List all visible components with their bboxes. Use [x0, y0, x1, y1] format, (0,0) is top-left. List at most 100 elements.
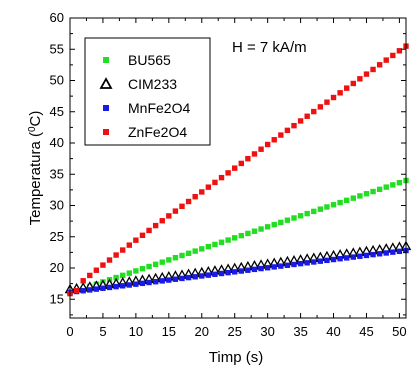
data-point: [185, 274, 192, 281]
data-point: [376, 251, 383, 257]
data-point: [120, 283, 126, 289]
data-point: [304, 260, 310, 266]
data-point: [390, 182, 396, 188]
data-point: [317, 104, 324, 110]
data-point: [284, 217, 291, 223]
data-point: [218, 239, 225, 245]
data-point: [133, 237, 139, 243]
legend-marker: [103, 105, 109, 111]
data-point: [93, 286, 100, 292]
data-point: [185, 198, 192, 205]
data-point: [264, 265, 271, 271]
legend-entry-MnFe2O4: MnFe2O4: [103, 100, 190, 116]
x-tick-label: 40: [326, 324, 340, 339]
data-point: [139, 232, 146, 239]
data-point: [251, 151, 258, 157]
data-point: [238, 232, 244, 239]
data-point: [139, 280, 146, 287]
legend-entry-CIM233: CIM233: [99, 76, 177, 92]
data-point: [80, 278, 86, 284]
data-point: [317, 258, 324, 264]
y-tick-label: 60: [50, 10, 64, 25]
x-tick-label: 25: [227, 324, 241, 339]
data-point: [212, 241, 218, 248]
x-tick-label: 15: [162, 324, 176, 339]
data-point: [258, 146, 264, 152]
data-point: [350, 254, 356, 260]
data-point: [100, 262, 106, 268]
data-point: [199, 273, 205, 279]
data-point: [284, 262, 291, 268]
data-point: [337, 256, 343, 262]
data-point: [396, 180, 403, 186]
data-point: [225, 170, 231, 176]
field-annotation: H = 7 kA/m: [232, 39, 307, 56]
data-point: [264, 224, 271, 230]
data-point: [212, 179, 218, 186]
data-point: [396, 248, 403, 255]
data-point: [304, 113, 310, 119]
data-point: [120, 247, 126, 253]
data-point: [251, 266, 258, 273]
data-point: [271, 221, 277, 228]
data-point: [344, 85, 350, 91]
data-point: [238, 160, 244, 167]
data-point: [317, 206, 324, 212]
y-tick-label: 20: [50, 260, 64, 275]
data-point: [370, 188, 376, 195]
data-point: [166, 277, 172, 283]
y-tick-label: 45: [50, 104, 64, 119]
legend-marker: [103, 129, 109, 135]
data-point: [159, 278, 165, 284]
data-point: [304, 210, 310, 217]
data-point: [146, 263, 152, 270]
data-point: [390, 249, 396, 255]
data-point: [179, 203, 185, 209]
data-point: [199, 246, 205, 252]
data-point: [357, 253, 363, 259]
data-point: [152, 279, 159, 285]
data-point: [146, 227, 152, 234]
y-tick-label: 55: [50, 41, 64, 56]
data-point: [238, 268, 244, 274]
data-point: [199, 189, 205, 195]
data-point: [218, 174, 225, 181]
data-point: [172, 255, 179, 261]
data-point: [139, 266, 146, 272]
data-point: [80, 288, 86, 294]
y-axis-label: Temperatura (0C): [27, 111, 45, 226]
x-tick-label: 30: [260, 324, 274, 339]
legend-label: ZnFe2O4: [128, 124, 187, 140]
legend-marker: [103, 57, 109, 63]
data-point: [337, 199, 343, 206]
data-point: [212, 271, 218, 278]
y-tick-label: 25: [50, 229, 64, 244]
data-point: [133, 268, 139, 274]
x-axis-label: Timp (s): [209, 349, 263, 366]
data-point: [258, 226, 264, 232]
data-point: [376, 186, 383, 193]
data-point: [159, 218, 165, 224]
data-point: [337, 90, 343, 96]
data-point: [232, 235, 238, 241]
data-point: [166, 257, 172, 263]
data-point: [93, 267, 100, 273]
data-point: [330, 94, 337, 101]
data-point: [179, 275, 185, 282]
data-point: [166, 213, 172, 219]
data-point: [376, 62, 383, 68]
data-point: [297, 260, 304, 267]
y-tick-label: 30: [50, 198, 64, 213]
x-tick-label: 0: [66, 324, 73, 339]
y-tick-label: 40: [50, 135, 64, 150]
data-point: [152, 222, 159, 229]
data-point: [370, 251, 376, 258]
data-point: [172, 208, 179, 214]
data-point: [159, 259, 165, 265]
y-tick-label: 35: [50, 166, 64, 181]
data-point: [363, 191, 370, 197]
legend-box: [84, 37, 211, 146]
x-tick-label: 35: [293, 324, 307, 339]
data-point: [113, 283, 119, 290]
data-point: [297, 213, 304, 219]
